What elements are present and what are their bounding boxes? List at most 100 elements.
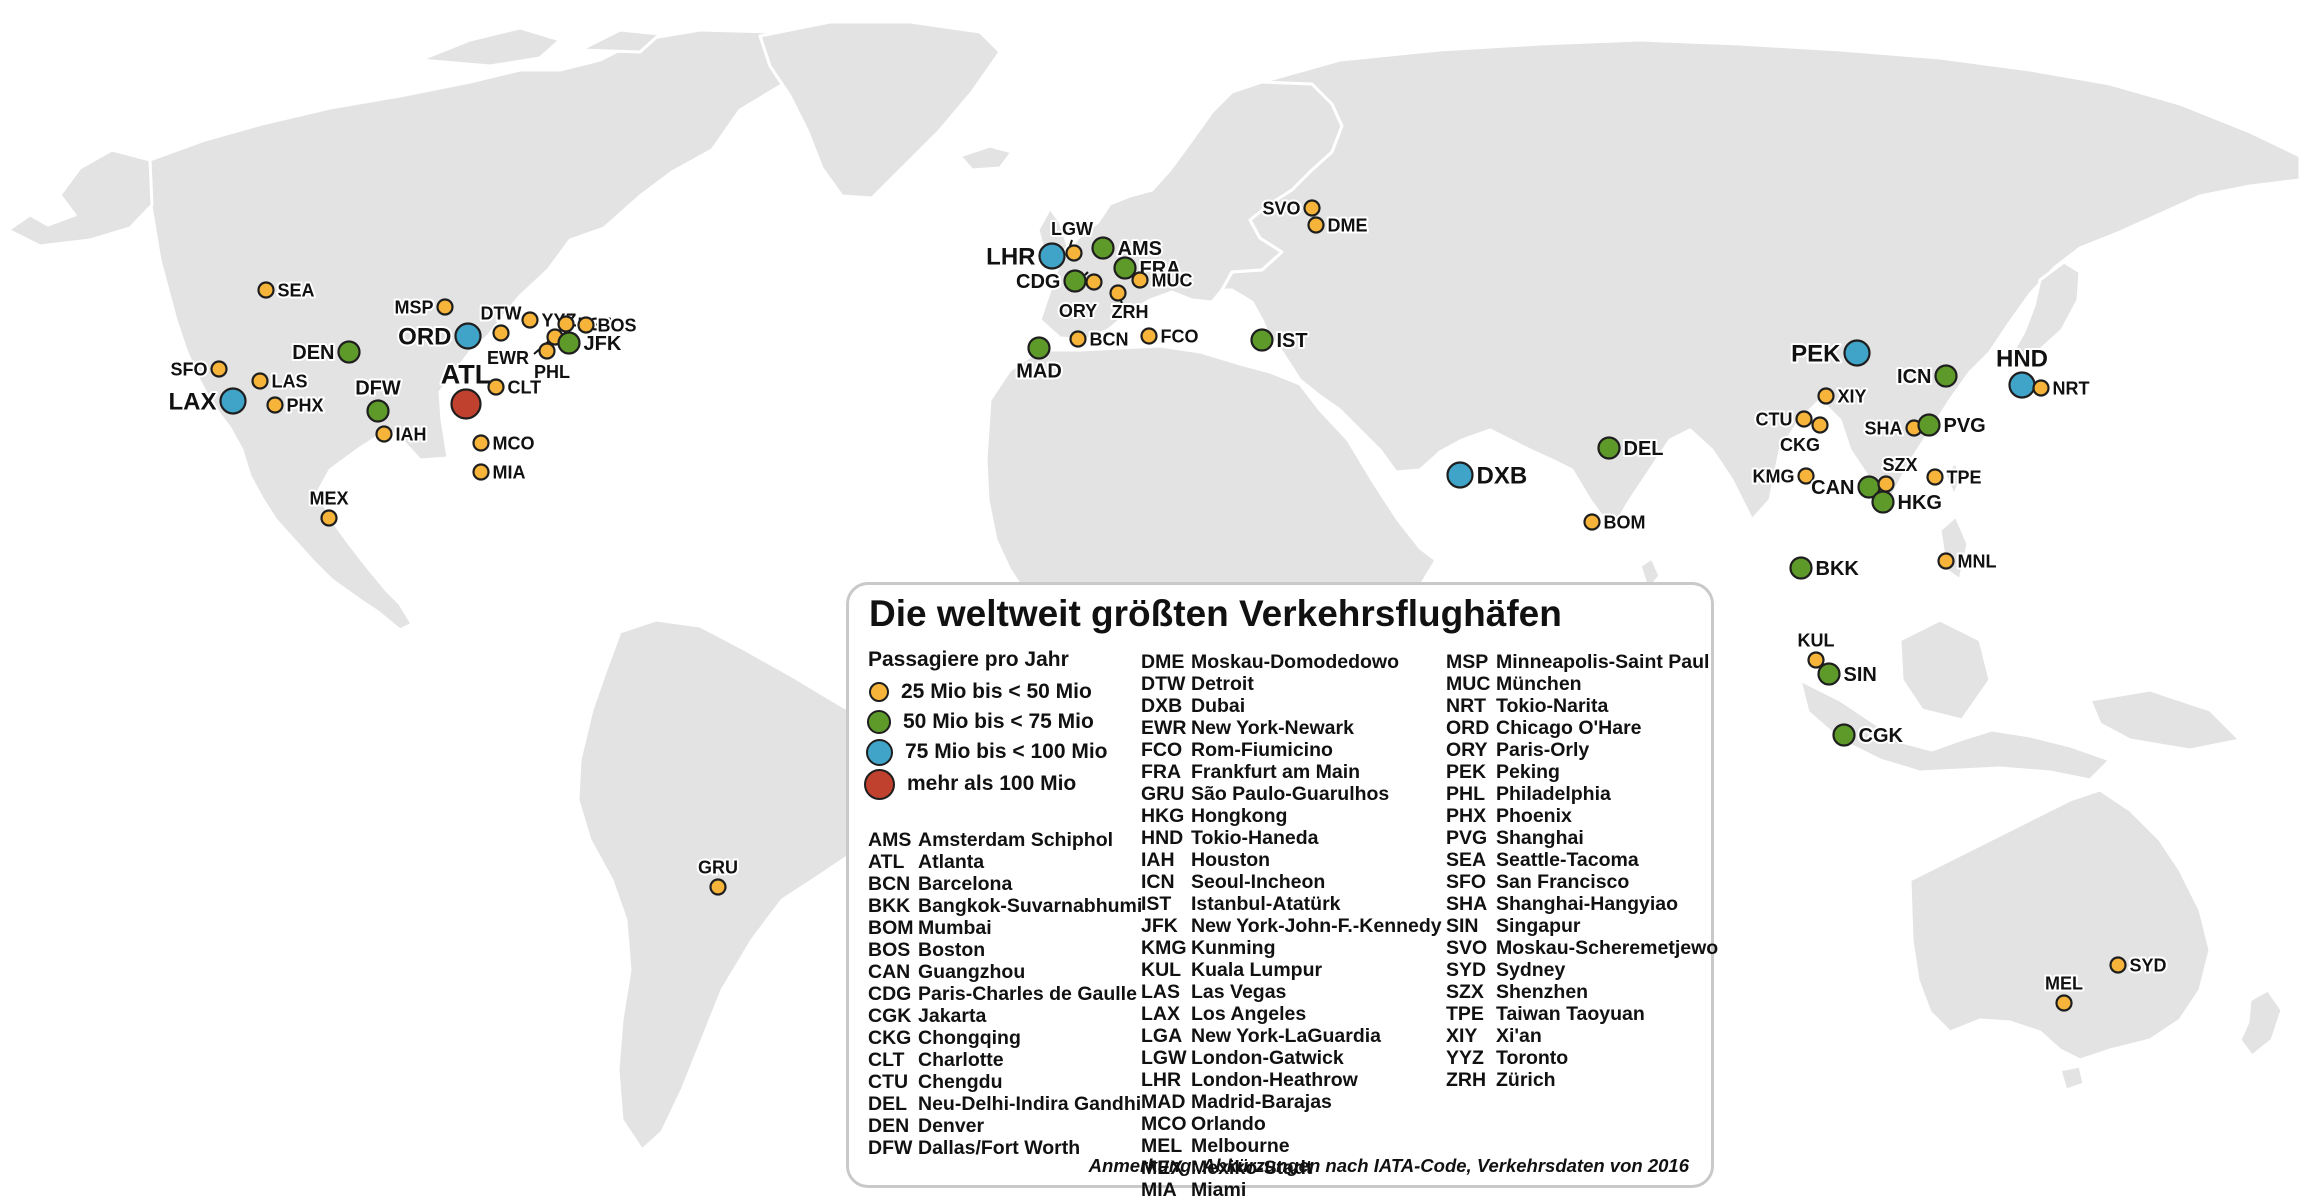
airport-code-label: BCN (1090, 329, 1129, 349)
airport-ctu: CTU (1754, 407, 1813, 431)
airport-mco: MCO (472, 431, 537, 455)
airport-marker (521, 311, 539, 329)
airport-szx: SZX (1877, 453, 1920, 493)
abbreviation-code: ICN (1141, 871, 1175, 893)
abbreviation-name: Moskau-Scheremetjewo (1496, 937, 1719, 959)
abbreviation-fco: FCO Rom-Fiumicino (1141, 739, 1442, 761)
airport-hnd: HND (1994, 344, 2050, 399)
abbreviation-name: Minneapolis-Saint Paul (1496, 651, 1710, 673)
airport-code-label: SVO (1262, 198, 1300, 218)
land-new-guinea (2088, 688, 2242, 752)
airport-code-label: CDG (1016, 271, 1060, 293)
airport-code-label: NRT (2053, 378, 2090, 398)
airport-marker (1937, 552, 1955, 570)
land-alaska (6, 148, 154, 248)
abbreviation-name: Chicago O'Hare (1496, 717, 1642, 739)
airport-marker (1027, 336, 1051, 360)
leader-line-cdg (1084, 271, 1089, 276)
abbreviation-phl: PHL Philadelphia (1446, 783, 1718, 805)
abbreviation-kul: KUL Kuala Lumpur (1141, 959, 1442, 981)
abbreviation-name: Hongkong (1191, 805, 1288, 827)
airport-code-label: BKK (1816, 558, 1860, 580)
abbreviation-name: Miami (1191, 1179, 1247, 1201)
abbreviation-name: Seoul-Incheon (1191, 871, 1326, 893)
airport-marker (251, 372, 269, 390)
airport-code-label: TPE (1947, 467, 1982, 487)
abbreviation-lax: LAX Los Angeles (1141, 1003, 1442, 1025)
airport-code-label: FRA (1140, 258, 1181, 280)
airport-marker (366, 399, 390, 423)
airports-layer: SEASFOLAXLASPHXDENDFWIAHMSPORDDTWYYZLGAB… (167, 196, 2169, 1012)
legend-note: Anmerkung: Abkürzungen nach IATA-Code, V… (1088, 1155, 1689, 1176)
abbreviation-cgk: CGK Jakarta (868, 1005, 1142, 1027)
abbreviation-syd: SYD Sydney (1446, 959, 1718, 981)
abbreviation-dfw: DFW Dallas/Fort Worth (868, 1137, 1142, 1159)
airport-marker (1843, 339, 1871, 367)
airport-sfo: SFO (168, 357, 228, 381)
abbreviation-name: Chengdu (918, 1071, 1003, 1093)
land-iceland (958, 144, 1014, 172)
land-borneo (1898, 618, 1992, 722)
abbreviation-code: LAS (1141, 981, 1180, 1003)
abbreviation-name: Mumbai (918, 917, 992, 939)
airport-code-label: BOM (1604, 512, 1646, 532)
airport-code-label: IST (1277, 330, 1308, 352)
airport-sea: SEA (257, 278, 317, 302)
airport-fra: FRA (1113, 256, 1183, 282)
airport-fco: FCO (1140, 324, 1201, 348)
abbreviation-ory: ORY Paris-Orly (1446, 739, 1718, 761)
airport-marker (1795, 410, 1813, 428)
abbreviation-sea: SEA Seattle-Tacoma (1446, 849, 1718, 871)
abbreviation-code: SZX (1446, 981, 1484, 1003)
legend-row-25-50: 25 Mio bis < 50 Mio (864, 677, 1092, 707)
abbreviation-name: Tokio-Haneda (1191, 827, 1319, 849)
abbreviation-column-2: DME Moskau-Domodedowo DTW Detroit DXB Dubai EW… (1141, 651, 1442, 1202)
airport-marker (1303, 199, 1321, 217)
airport-marker (472, 463, 490, 481)
abbreviation-code: DME (1141, 651, 1185, 673)
airport-code-label: DEN (292, 342, 334, 364)
airport-code-label: IAH (396, 424, 427, 444)
airport-marker (487, 378, 505, 396)
airport-code-label: DME (1328, 215, 1368, 235)
airport-marker (2032, 379, 2050, 397)
airport-marker (538, 342, 556, 360)
airport-atl: ATL (439, 358, 493, 420)
airport-code-label: SYD (2130, 955, 2167, 975)
airport-code-label: SEA (278, 280, 315, 300)
airport-marker (1817, 662, 1841, 686)
abbreviation-name: New York-Newark (1191, 717, 1354, 739)
abbreviation-code: HKG (1141, 805, 1185, 827)
airport-marker (1871, 490, 1895, 514)
airport-code-label: SFO (170, 359, 207, 379)
abbreviation-bkk: BKK Bangkok-Suvarnabhumi (868, 895, 1142, 917)
abbreviation-code: LAX (1141, 1003, 1180, 1025)
airport-lgw: LGW (1049, 217, 1095, 262)
airport-marker (1832, 723, 1856, 747)
abbreviation-column-1: AMS Amsterdam Schiphol ATL Atlanta BCN Barcel… (868, 829, 1142, 1159)
airport-code-label: MEX (309, 489, 348, 509)
airport-marker (472, 434, 490, 452)
airport-code-label: DXB (1477, 463, 1528, 490)
abbreviation-code: MSP (1446, 651, 1489, 673)
abbreviation-name: Shanghai (1496, 827, 1584, 849)
airport-code-label: KMG (1753, 466, 1795, 486)
airport-msp: MSP (392, 295, 454, 319)
land-greenland (758, 20, 1002, 200)
airport-can: CAN (1809, 475, 1881, 501)
airport-code-label: XIY (1838, 386, 1867, 406)
airport-icn: ICN (1895, 364, 1958, 390)
abbreviation-code: JFK (1141, 915, 1178, 937)
abbreviation-name: Tokio-Narita (1496, 695, 1609, 717)
airport-marker (1926, 468, 1944, 486)
airport-marker (1131, 271, 1149, 289)
abbreviation-name: Orlando (1191, 1113, 1266, 1135)
airport-code-label: CGK (1859, 725, 1904, 747)
legend-row-75-100: 75 Mio bis < 100 Mio (864, 737, 1107, 767)
airport-marker (1934, 364, 1958, 388)
airport-code-label: SHA (1864, 418, 1902, 438)
legend-row-50-75: 50 Mio bis < 75 Mio (864, 707, 1094, 737)
abbreviation-code: MAD (1141, 1091, 1186, 1113)
airport-marker (1250, 328, 1274, 352)
